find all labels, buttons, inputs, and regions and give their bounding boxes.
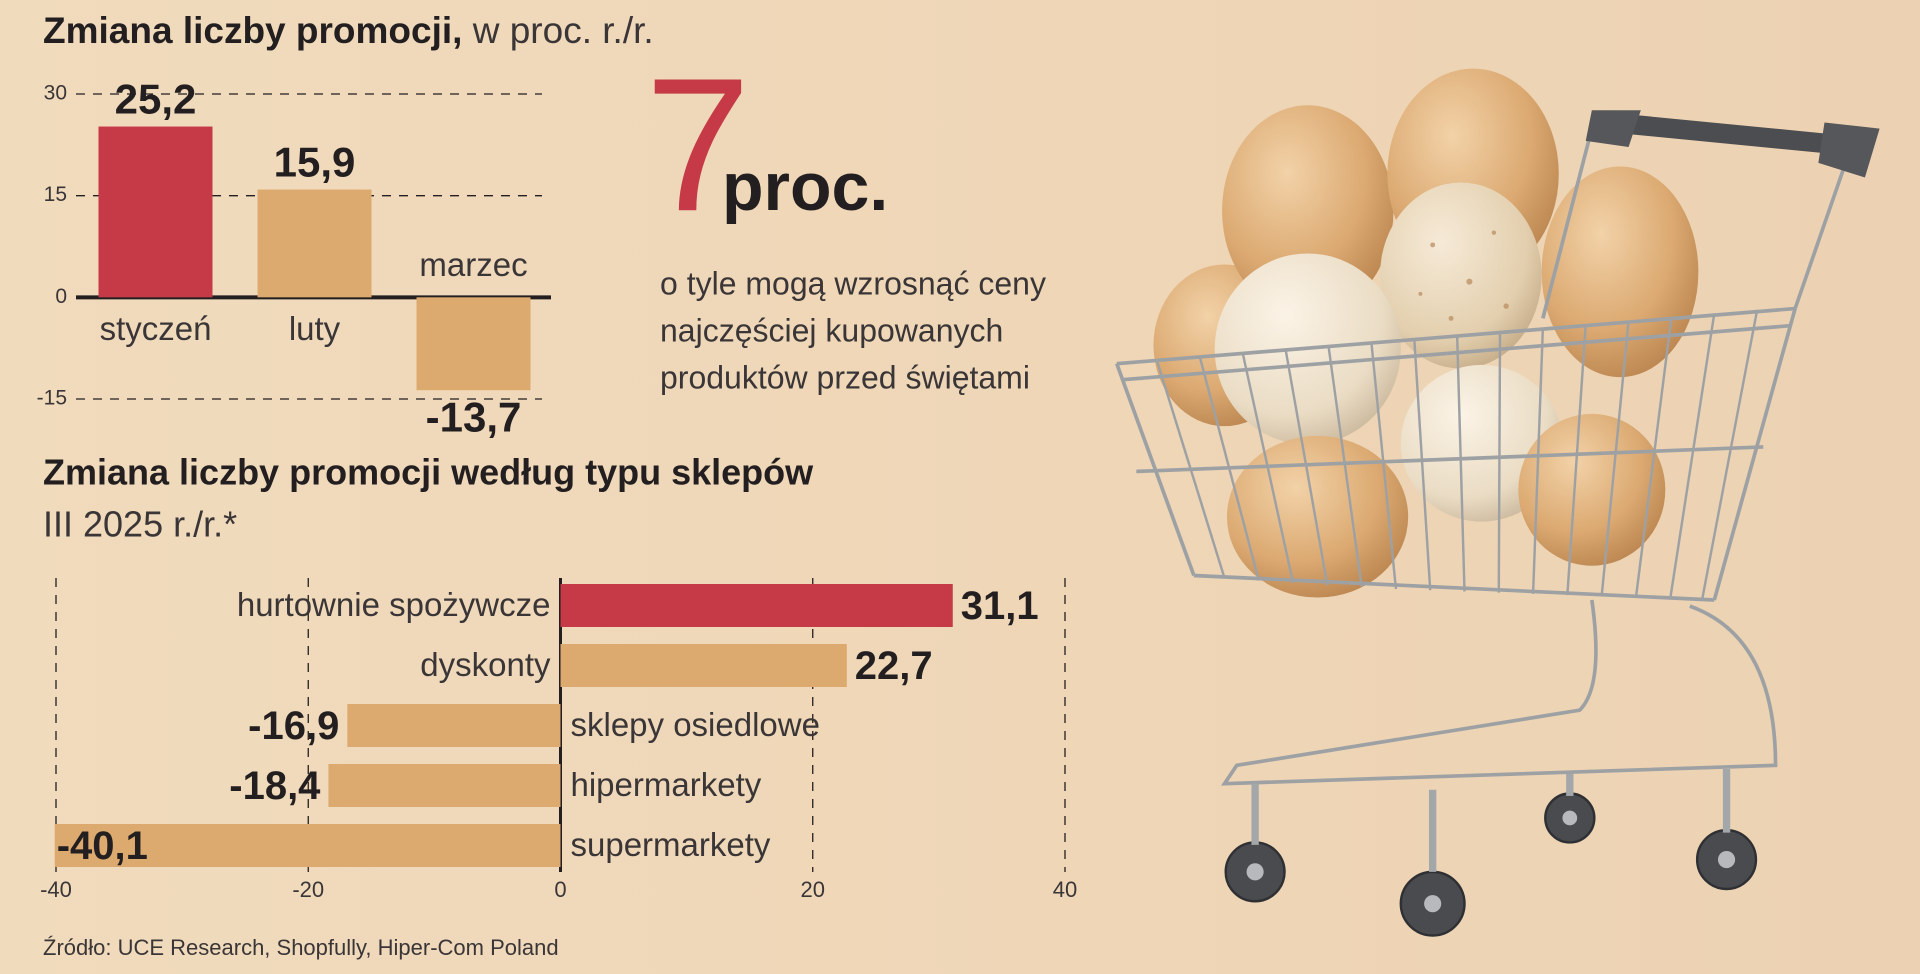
category-label: hipermarkety bbox=[571, 766, 762, 803]
bar bbox=[560, 584, 953, 627]
chart-title: Zmiana liczby promocji według typu sklep… bbox=[43, 452, 814, 493]
x-tick-label: styczeń bbox=[100, 310, 212, 347]
y-tick-label: 30 bbox=[44, 82, 67, 105]
x-tick-label: 0 bbox=[554, 877, 566, 902]
x-tick-label: 20 bbox=[801, 877, 825, 902]
value-label: -16,9 bbox=[248, 704, 339, 748]
cart-photo bbox=[1115, 68, 1880, 937]
bar bbox=[328, 764, 561, 807]
y-tick-label: 0 bbox=[55, 285, 67, 308]
bar bbox=[416, 297, 531, 391]
y-tick-label: 15 bbox=[44, 183, 67, 206]
chart-title: Zmiana liczby promocji, w proc. r./r. bbox=[43, 10, 654, 51]
value-label: 31,1 bbox=[961, 584, 1039, 628]
value-label: 25,2 bbox=[115, 76, 197, 123]
bar bbox=[347, 704, 561, 747]
x-tick-label: 40 bbox=[1053, 877, 1077, 902]
callout-unit: proc. bbox=[722, 149, 888, 225]
callout-line: produktów przed świętami bbox=[660, 359, 1030, 395]
title-main: Zmiana liczby promocji, bbox=[43, 10, 462, 51]
category-label: supermarkety bbox=[571, 826, 771, 863]
value-label: -40,1 bbox=[57, 824, 148, 868]
x-tick-label: -40 bbox=[40, 877, 72, 902]
callout-line: o tyle mogą wzrosnąć ceny bbox=[660, 265, 1046, 301]
bar bbox=[98, 126, 213, 298]
y-tick-label: -15 bbox=[37, 387, 67, 410]
source: Źródło: UCE Research, Shopfully, Hiper-C… bbox=[43, 935, 559, 960]
callout-line: najczęściej kupowanych bbox=[660, 312, 1003, 348]
bar bbox=[54, 824, 561, 867]
category-label: dyskonty bbox=[420, 646, 551, 683]
category-label: sklepy osiedlowe bbox=[571, 706, 820, 743]
x-tick-label: -20 bbox=[292, 877, 324, 902]
title-sub: w proc. r./r. bbox=[472, 10, 654, 51]
bar bbox=[257, 189, 372, 298]
value-label: 22,7 bbox=[855, 644, 933, 688]
chart-subtitle: III 2025 r./r.* bbox=[43, 504, 237, 545]
category-label: hurtownie spożywcze bbox=[237, 586, 551, 623]
value-label: 15,9 bbox=[274, 139, 356, 186]
value-label: -13,7 bbox=[426, 393, 522, 440]
x-tick-label: luty bbox=[289, 310, 341, 347]
bar bbox=[560, 644, 847, 687]
x-tick-label: marzec bbox=[419, 246, 527, 283]
callout-value: 7 bbox=[645, 39, 751, 251]
value-label: -18,4 bbox=[229, 764, 321, 808]
